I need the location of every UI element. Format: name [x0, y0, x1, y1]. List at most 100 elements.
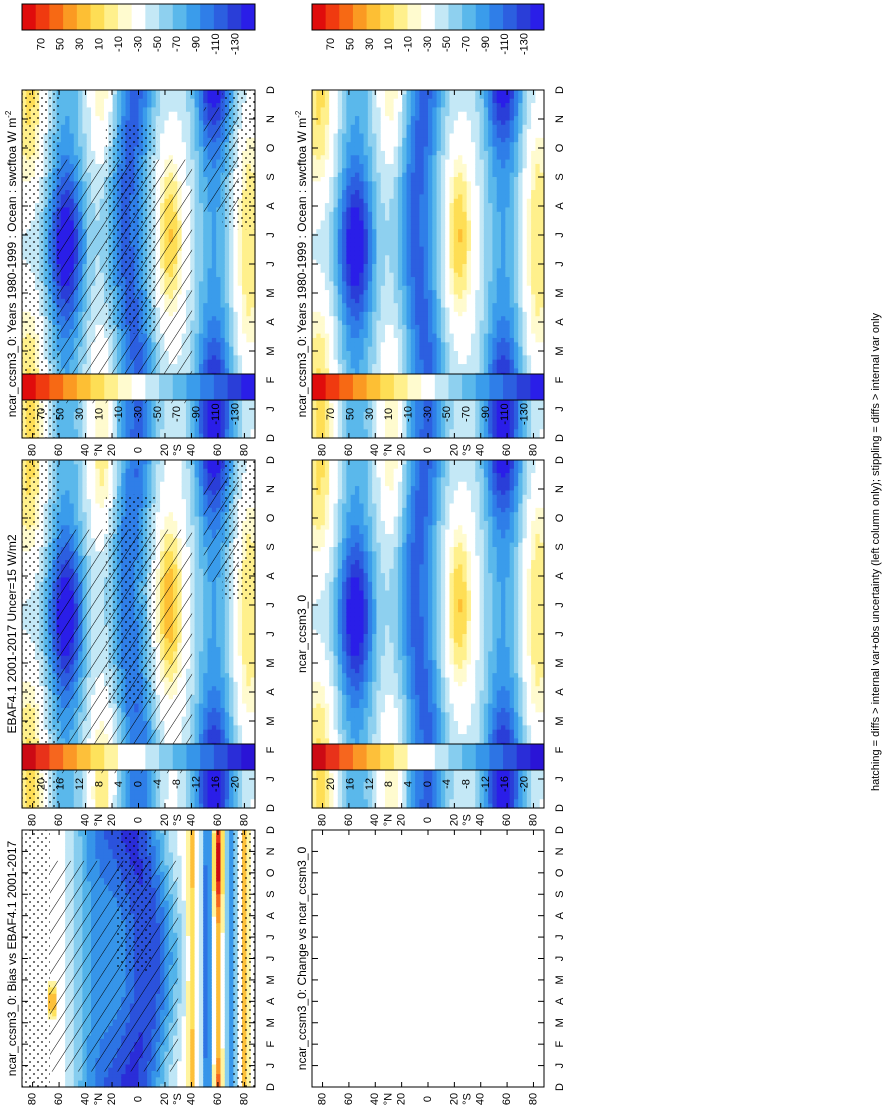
heat-cell [91, 421, 96, 426]
heat-cell [338, 334, 343, 339]
heat-cell [325, 351, 330, 356]
heat-cell [61, 421, 66, 426]
heat-cell [338, 290, 343, 295]
heat-cell [212, 425, 217, 430]
heat-cell [164, 425, 169, 430]
heat-cell [321, 194, 326, 199]
heat-cell [126, 403, 131, 408]
heat-cell [325, 360, 330, 365]
heat-cell [186, 116, 191, 121]
heat-cell [212, 221, 217, 226]
heat-cell [121, 112, 126, 117]
heat-cell [82, 142, 87, 147]
heat-cell [338, 99, 343, 104]
heat-cell [321, 329, 326, 334]
heat-cell [212, 299, 217, 304]
lat-label: 20 [159, 444, 171, 456]
heat-cell [203, 286, 208, 291]
title-superscript: -2 [4, 110, 13, 118]
heat-cell [321, 173, 326, 178]
heat-cell [216, 425, 221, 430]
heat-cell [329, 107, 334, 112]
heat-cell [220, 260, 225, 265]
heat-cell [333, 90, 338, 95]
heat-cell [208, 242, 213, 247]
heat-cell [177, 94, 182, 99]
heat-cell [233, 325, 238, 330]
heat-cell [160, 90, 165, 95]
heat-cell [238, 255, 243, 260]
heat-cell [233, 316, 238, 321]
heat-cell [238, 251, 243, 256]
heat-cell [65, 94, 70, 99]
heat-cell [78, 129, 83, 134]
heat-cell [321, 308, 326, 313]
heat-cell [246, 321, 251, 326]
lat-label: 80 [26, 444, 38, 456]
heat-cell [199, 273, 204, 278]
heat-cell [329, 151, 334, 156]
heat-cell [233, 329, 238, 334]
heat-cell [173, 147, 178, 152]
heat-cell [233, 281, 238, 286]
heat-cell [173, 107, 178, 112]
heat-cell [325, 316, 330, 321]
heat-cell [169, 125, 174, 130]
heat-cell [338, 120, 343, 125]
heat-cell [216, 325, 221, 330]
heat-cell [312, 338, 317, 343]
heat-cell [338, 151, 343, 156]
heat-cell [325, 194, 330, 199]
heat-cell [65, 120, 70, 125]
heat-cell [177, 112, 182, 117]
heat-cell [216, 286, 221, 291]
heat-cell [160, 129, 165, 134]
heat-cell [216, 238, 221, 243]
heat-cell [182, 429, 187, 434]
heat-cell [186, 103, 191, 108]
heat-cell [186, 90, 191, 95]
heat-cell [333, 164, 338, 169]
heat-cell [325, 286, 330, 291]
heat-cell [82, 138, 87, 143]
heat-cell [238, 338, 243, 343]
heat-cell [229, 312, 234, 317]
heat-cell [312, 334, 317, 339]
heat-cell [312, 308, 317, 313]
heat-cell [233, 308, 238, 313]
heat-cell [100, 151, 105, 156]
heat-cell [312, 242, 317, 247]
heat-cell [95, 90, 100, 95]
heat-cell [333, 142, 338, 147]
heat-cell [199, 112, 204, 117]
heat-cell [208, 281, 213, 286]
lat-label: 0 [132, 447, 144, 453]
heat-cell [91, 403, 96, 408]
heat-cell [195, 303, 200, 308]
heat-cell [173, 112, 178, 117]
heat-cell [220, 242, 225, 247]
heat-cell [95, 129, 100, 134]
heat-cell [333, 190, 338, 195]
heat-cell [117, 429, 122, 434]
heat-cell [212, 321, 217, 326]
heat-cell [173, 429, 178, 434]
heat-cell [312, 255, 317, 260]
heat-cell [333, 247, 338, 252]
heat-cell [203, 290, 208, 295]
heat-cell [325, 429, 330, 434]
heat-cell [321, 403, 326, 408]
heat-cell [160, 425, 165, 430]
heat-cell [242, 303, 247, 308]
heat-cell [195, 90, 200, 95]
heat-cell [65, 107, 70, 112]
heat-cell [325, 225, 330, 230]
heat-cell [321, 277, 326, 282]
heat-cell [312, 294, 317, 299]
heat-cell [316, 364, 321, 369]
heat-cell [329, 351, 334, 356]
heat-cell [225, 290, 230, 295]
heat-cell [65, 90, 70, 95]
heat-cell [203, 221, 208, 226]
heat-cell [216, 94, 221, 99]
